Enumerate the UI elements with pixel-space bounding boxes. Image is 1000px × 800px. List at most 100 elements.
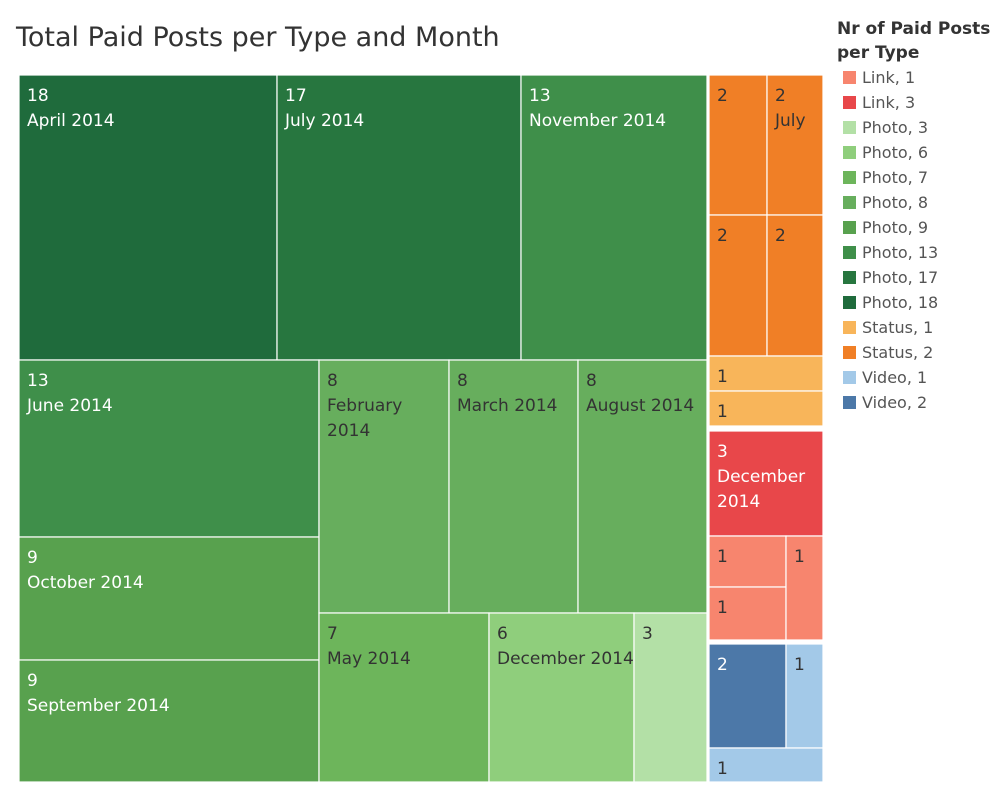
treemap-cell[interactable]: 1 [785,643,824,749]
cell-value: 8 [586,371,597,391]
legend-swatch [843,71,856,84]
treemap-cell[interactable]: 2 [708,74,768,216]
legend-item[interactable]: Link, 3 [837,90,997,115]
legend-swatch [843,396,856,409]
treemap-cell-rect [708,643,787,749]
treemap-cell-rect [276,74,522,361]
cell-value: 18 [27,86,49,106]
treemap-cell[interactable]: 17 July 2014 [276,74,522,361]
treemap-cell[interactable]: 3 December 2014 [708,430,824,537]
legend-swatch [843,171,856,184]
treemap-cell[interactable]: 8 February 2014 [318,359,450,614]
cell-label: July 2014 [284,111,364,131]
legend-item[interactable]: Photo, 13 [837,240,997,265]
legend-title-line2: per Type [837,43,920,63]
legend-swatch [843,296,856,309]
cell-label: July [774,111,806,131]
cell-value: 1 [717,547,728,567]
legend-item[interactable]: Photo, 7 [837,165,997,190]
treemap-cell[interactable]: 18 April 2014 [18,74,278,361]
treemap-cell-rect [708,535,787,588]
treemap-cell-rect [18,536,320,661]
cell-value: 3 [717,442,728,462]
cell-value: 1 [717,367,728,387]
treemap-cell[interactable]: 6 December 2014 [488,612,635,783]
treemap-cell[interactable]: 2 [708,643,787,749]
legend-label: Photo, 18 [862,293,939,312]
treemap-cell[interactable]: 1 [708,586,787,641]
legend-label: Video, 2 [862,393,928,412]
cell-label: December 2014 [497,649,634,669]
cell-value: 2 [717,226,728,246]
treemap-cell[interactable]: 9 September 2014 [18,659,320,783]
treemap-cell[interactable]: 13 November 2014 [520,74,708,361]
treemap-cell-rect [520,74,708,361]
legend-label: Status, 1 [862,318,934,337]
treemap-cell[interactable]: 1 [708,535,787,588]
treemap-cell[interactable]: 9 October 2014 [18,536,320,661]
cell-value: 2 [775,86,786,106]
legend-item[interactable]: Photo, 3 [837,115,997,140]
legend-swatch [843,96,856,109]
legend-item[interactable]: Status, 2 [837,340,997,365]
legend-title: Nr of Paid Posts per Type [837,17,997,65]
legend-item[interactable]: Photo, 9 [837,215,997,240]
cell-value: 13 [27,371,49,391]
legend-list: Link, 1 Link, 3 Photo, 3 Photo, 6 Photo, 7 Ph… [837,65,997,415]
treemap-cell-rect [633,612,708,783]
legend-item[interactable]: Photo, 17 [837,265,997,290]
legend-label: Video, 1 [862,368,928,387]
cell-value: 6 [497,624,508,644]
cell-value: 1 [794,547,805,567]
treemap-cell[interactable]: 2 [766,214,824,357]
treemap-cell[interactable]: 8 March 2014 [448,359,579,614]
cell-value: 3 [642,624,653,644]
cell-value: 2 [775,226,786,246]
legend-label: Photo, 17 [862,268,939,287]
legend-swatch [843,246,856,259]
treemap-cell-rect [318,612,490,783]
legend-item[interactable]: Photo, 8 [837,190,997,215]
legend-swatch [843,371,856,384]
cell-label: November 2014 [529,111,666,131]
legend-item[interactable]: Video, 1 [837,365,997,390]
cell-value: 7 [327,624,338,644]
legend-label: Photo, 7 [862,168,928,187]
cell-value: 1 [794,655,805,675]
legend-item[interactable]: Photo, 18 [837,290,997,315]
treemap-cell[interactable]: 8 August 2014 [577,359,708,614]
cell-value: 1 [717,759,728,779]
cell-value: 1 [717,598,728,618]
legend-item[interactable]: Status, 1 [837,315,997,340]
cell-value: 2 [717,86,728,106]
cell-value: 9 [27,671,38,691]
cell-label: February 2014 [327,396,402,441]
treemap-cell-rect [708,747,824,783]
chart-title: Total Paid Posts per Type and Month [16,22,500,53]
cell-label: April 2014 [27,111,115,131]
cell-label: August 2014 [586,396,694,416]
treemap-cell[interactable]: 2 [708,214,768,357]
legend-item[interactable]: Photo, 6 [837,140,997,165]
treemap-cell[interactable]: 13 June 2014 [18,359,320,538]
legend-label: Photo, 8 [862,193,928,212]
legend-label: Photo, 6 [862,143,928,162]
treemap-cell-rect [766,214,824,357]
treemap-cell[interactable]: 1 [708,355,824,392]
treemap-cell-rect [448,359,579,614]
treemap-cell-rect [577,359,708,614]
cell-label: September 2014 [27,696,170,716]
treemap-cell[interactable]: 1 [708,390,824,427]
legend-item[interactable]: Link, 1 [837,65,997,90]
cell-label: October 2014 [27,573,144,593]
treemap-cell[interactable]: 3 [633,612,708,783]
treemap-cell[interactable]: 1 [708,747,824,783]
legend-swatch [843,271,856,284]
treemap-cell[interactable]: 2 July [766,74,824,216]
treemap-cell[interactable]: 7 May 2014 [318,612,490,783]
treemap-cell-rect [708,586,787,641]
treemap-cell-rect [18,359,320,538]
treemap-cell[interactable]: 1 [785,535,824,641]
legend-item[interactable]: Video, 2 [837,390,997,415]
cell-label: May 2014 [327,649,411,669]
